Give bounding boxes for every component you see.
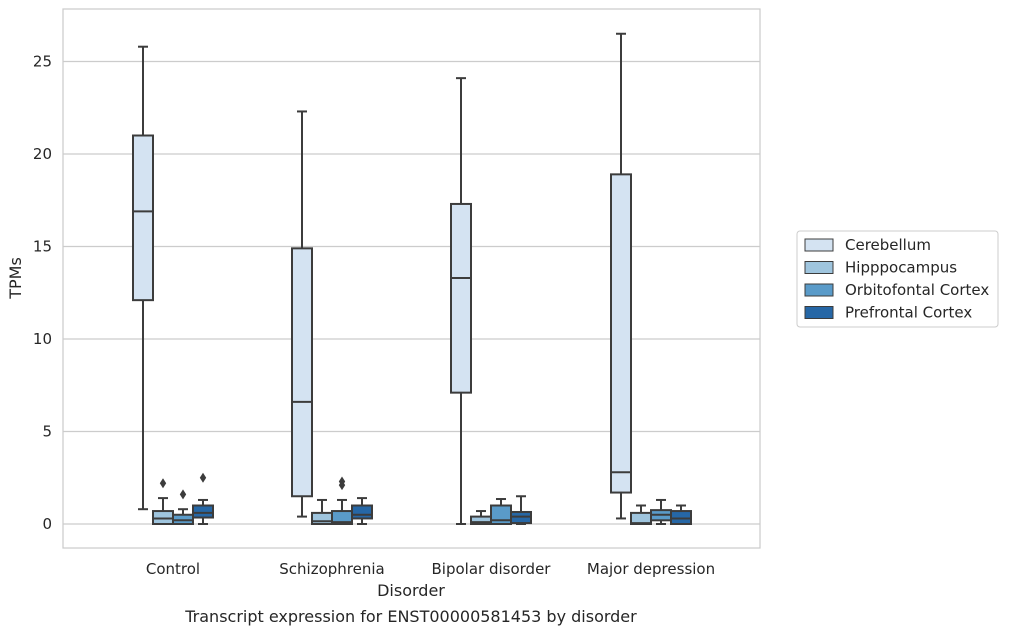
legend-label: Prefrontal Cortex xyxy=(845,304,972,322)
legend-frame xyxy=(796,230,999,328)
legend-label: Orbitofontal Cortex xyxy=(845,281,989,299)
box-iqr xyxy=(610,173,632,494)
x-tick-label-control: Control xyxy=(146,560,200,578)
box-prefrontal-cortex-control xyxy=(192,472,214,525)
box-orbitofontal-cortex-schizophrenia xyxy=(331,476,353,525)
box-cerebellum-schizophrenia xyxy=(291,110,313,518)
outlier-point xyxy=(199,472,207,483)
y-tick-label-0: 0 xyxy=(42,515,52,533)
x-tick-label-bipolar-disorder: Bipolar disorder xyxy=(432,560,552,578)
box-orbitofontal-cortex-bipolar-disorder xyxy=(490,498,512,525)
y-tick-label-10: 10 xyxy=(33,330,52,348)
box-prefrontal-cortex-bipolar-disorder xyxy=(510,495,532,525)
y-axis-label: TPMs xyxy=(6,257,25,300)
y-tick-label-20: 20 xyxy=(33,145,52,163)
chart-caption: Transcript expression for ENST0000058145… xyxy=(184,607,637,626)
box-cerebellum-bipolar-disorder xyxy=(450,77,472,525)
box-orbitofontal-cortex-control xyxy=(172,489,194,525)
box-cerebellum-major-depression xyxy=(610,32,632,520)
legend-item-cerebellum: Cerebellum xyxy=(804,236,931,254)
box-orbitofontal-cortex-major-depression xyxy=(650,498,672,525)
box-prefrontal-cortex-major-depression xyxy=(670,504,692,525)
outlier-point xyxy=(338,476,346,487)
y-tick-label-25: 25 xyxy=(33,53,52,71)
box-hipppocampus-control xyxy=(152,478,174,525)
x-tick-label-major-depression: Major depression xyxy=(587,560,715,578)
legend-label: Hipppocampus xyxy=(845,259,957,277)
box-hipppocampus-bipolar-disorder xyxy=(470,510,492,525)
box-iqr xyxy=(351,504,373,520)
legend-swatch xyxy=(804,283,834,297)
y-tick-label-15: 15 xyxy=(33,238,52,256)
box-iqr xyxy=(450,202,472,394)
outlier-point xyxy=(159,478,167,489)
legend: Cerebellum Hipppocampus Orbitofontal Corte… xyxy=(796,230,999,328)
legend-label: Cerebellum xyxy=(845,236,931,254)
y-axis-ticks: 0 5 10 15 20 25 xyxy=(33,53,52,534)
box-cerebellum-control xyxy=(132,45,154,511)
x-tick-label-schizophrenia: Schizophrenia xyxy=(279,560,384,578)
legend-item-orbitofontal-cortex: Orbitofontal Cortex xyxy=(804,281,989,299)
box-prefrontal-cortex-schizophrenia xyxy=(351,497,373,525)
plot-frame xyxy=(62,8,761,549)
series-orbitofontal-cortex xyxy=(172,476,672,525)
series-hipppocampus xyxy=(152,478,652,526)
x-axis-ticks: Control Schizophrenia Bipolar disorder Majo… xyxy=(146,560,715,578)
legend-swatch xyxy=(804,261,834,274)
legend-item-prefrontal-cortex: Prefrontal Cortex xyxy=(804,304,972,322)
series-prefrontal-cortex xyxy=(192,472,692,525)
box-iqr xyxy=(311,511,333,526)
y-tick-label-5: 5 xyxy=(42,423,52,441)
legend-item-hipppocampus: Hipppocampus xyxy=(804,259,957,277)
gridlines xyxy=(63,60,760,525)
box-series-layer xyxy=(132,32,692,526)
box-hipppocampus-schizophrenia xyxy=(311,498,333,526)
outlier-point xyxy=(179,489,187,500)
x-axis-label: Disorder xyxy=(377,581,445,600)
box-iqr xyxy=(192,504,214,519)
box-hipppocampus-major-depression xyxy=(630,504,652,526)
box-iqr xyxy=(291,247,313,498)
legend-swatch xyxy=(804,238,834,252)
legend-swatch xyxy=(804,306,834,319)
box-iqr xyxy=(132,134,154,302)
series-cerebellum xyxy=(132,32,632,525)
